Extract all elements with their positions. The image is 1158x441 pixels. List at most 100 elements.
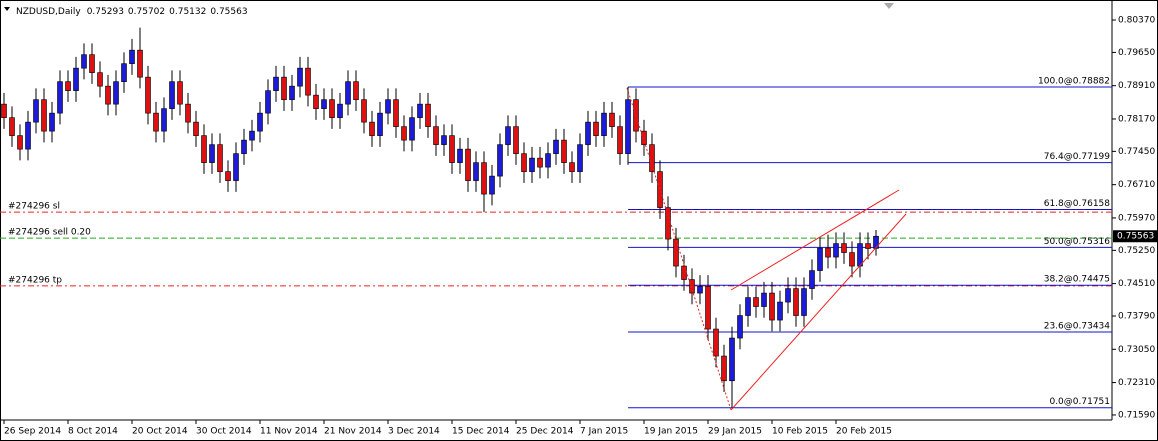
candle-body (121, 63, 127, 82)
candle-body (273, 76, 279, 91)
candle-body (385, 99, 391, 114)
candle-body (369, 121, 375, 136)
fib-label: 50.0@0.75316 (1044, 237, 1111, 247)
y-tick-label: 0.71590 (1118, 410, 1155, 420)
candle-body (665, 207, 671, 240)
candle-body (17, 135, 23, 150)
candle-body (465, 148, 471, 181)
candle-body (73, 67, 79, 91)
candle-body (737, 315, 743, 339)
y-tick-label: 0.78910 (1118, 81, 1155, 91)
candle-body (777, 301, 783, 321)
candle-body (649, 144, 655, 172)
candle-body (289, 85, 295, 100)
candle-body (513, 126, 519, 154)
candle-body (753, 297, 759, 307)
candle-body (865, 243, 871, 249)
candle-body (193, 121, 199, 136)
candle-body (761, 292, 767, 307)
y-tick-label: 0.77450 (1118, 147, 1155, 157)
candle-body (81, 54, 87, 69)
candle-body (553, 139, 559, 154)
candle-body (489, 175, 495, 195)
candle-body (641, 130, 647, 145)
candle-body (785, 288, 791, 303)
candle-body (105, 85, 111, 105)
candle-body (441, 135, 447, 145)
candle-body (313, 94, 319, 109)
y-tick-label: 0.75250 (1118, 246, 1155, 256)
candle-body (281, 76, 287, 100)
candle-body (705, 286, 711, 330)
candle-body (713, 328, 719, 357)
candle-body (873, 235, 879, 249)
candle-body (1, 103, 7, 118)
candle-body (145, 76, 151, 114)
candle-body (169, 81, 175, 109)
candle-body (57, 81, 63, 114)
candle-body (521, 153, 527, 172)
candle-body (801, 288, 807, 316)
candle-body (833, 243, 839, 258)
candle-body (409, 117, 415, 141)
candle-body (113, 81, 119, 105)
candle-body (345, 81, 351, 105)
x-tick-label: 8 Oct 2014 (68, 427, 118, 437)
chart-header: NZDUSD,Daily 0.75293 0.75702 0.75132 0.75563 (16, 7, 248, 17)
y-tick-label: 0.78170 (1118, 114, 1155, 124)
candle-body (361, 99, 367, 123)
candle-body (825, 247, 831, 258)
candle-body (129, 49, 135, 64)
x-tick-label: 26 Sep 2014 (4, 427, 61, 437)
candle-body (569, 162, 575, 172)
y-tick-label: 0.72310 (1118, 378, 1155, 388)
candle-body (297, 67, 303, 87)
menu-marker (4, 7, 10, 11)
x-tick-label: 10 Feb 2015 (772, 427, 828, 437)
candle-body (577, 144, 583, 172)
x-tick-label: 29 Jan 2015 (708, 427, 762, 437)
candle-body (33, 99, 39, 123)
candle-body (161, 108, 167, 132)
candle-body (241, 139, 247, 154)
candle-body (481, 162, 487, 195)
candle-body (209, 144, 215, 163)
candle-body (41, 99, 47, 132)
x-tick-label: 7 Jan 2015 (580, 427, 628, 437)
header-open: 0.75293 (87, 7, 124, 17)
y-tick-label: 0.74510 (1118, 279, 1155, 289)
fib-label: 76.4@0.77199 (1044, 152, 1111, 162)
candle-body (625, 99, 631, 154)
candle-body (225, 171, 231, 181)
candle-body (153, 112, 159, 132)
scroll-marker (884, 3, 894, 9)
candle-body (721, 355, 727, 382)
candle-body (257, 112, 263, 132)
x-tick-label: 3 Dec 2014 (388, 427, 440, 437)
candle-body (497, 144, 503, 177)
candle-body (809, 270, 815, 289)
candle-body (353, 81, 359, 100)
candle-body (265, 90, 271, 114)
candle-body (89, 54, 95, 73)
candle-body (377, 112, 383, 136)
candle-body (697, 286, 703, 294)
candle-body (337, 103, 343, 118)
candle-body (609, 112, 615, 127)
fib-trendline (626, 87, 732, 411)
candle-body (681, 265, 687, 280)
x-tick-label: 30 Oct 2014 (196, 427, 252, 437)
candle-body (593, 121, 599, 136)
candle-body (401, 126, 407, 141)
candle-body (473, 162, 479, 181)
candle-body (433, 126, 439, 145)
candle-body (545, 153, 551, 168)
header-low: 0.75132 (169, 7, 206, 17)
candle-body (25, 121, 31, 150)
candle-body (449, 135, 455, 163)
fib-label: 61.8@0.76158 (1044, 199, 1111, 209)
channel-line (730, 189, 900, 291)
candle-body (857, 243, 863, 267)
y-tick-label: 0.73050 (1118, 345, 1155, 355)
